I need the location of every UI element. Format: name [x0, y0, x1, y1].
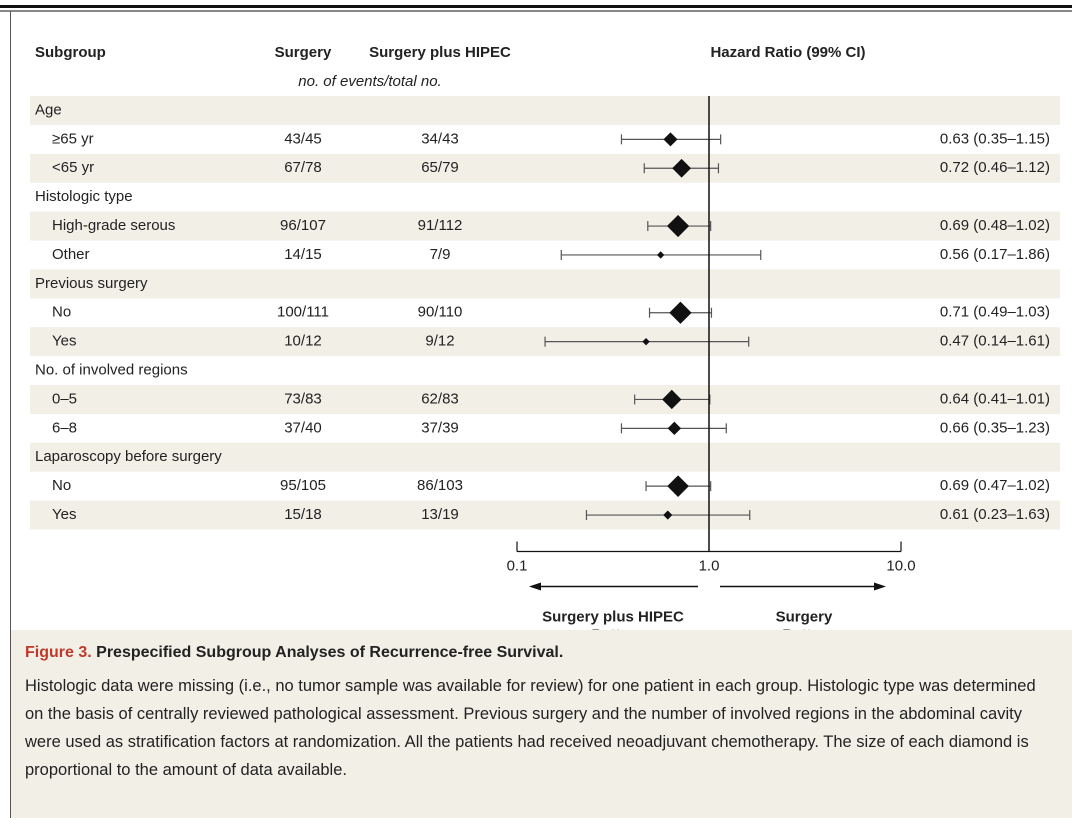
hr-diamond [642, 337, 650, 346]
hr-diamond [662, 389, 682, 410]
subgroup-label: Yes [52, 506, 76, 523]
surgery-count: 67/78 [284, 159, 322, 176]
caption-text: Histologic data were missing (i.e., no t… [25, 677, 1036, 779]
x-tick-label: 10.0 [886, 557, 915, 574]
subgroup-label: ≥65 yr [52, 130, 94, 147]
hr-label: 0.72 (0.46–1.12) [940, 159, 1050, 176]
x-tick-label: 1.0 [699, 557, 720, 574]
group-label: Histologic type [35, 188, 133, 205]
surgery-count: 43/45 [284, 130, 322, 147]
subgroup-label: 0–5 [52, 390, 77, 407]
hr-label: 0.69 (0.48–1.02) [940, 217, 1050, 234]
row-stripe [30, 385, 1060, 414]
x-tick-label: 0.1 [507, 557, 528, 574]
row-stripe [30, 500, 1060, 530]
hr-diamond [663, 132, 678, 147]
group-label: Laparoscopy before surgery [35, 448, 222, 465]
hr-diamond [667, 475, 689, 497]
hr-diamond [663, 510, 673, 520]
surgery-count: 10/12 [284, 333, 322, 350]
subgroup-label: 6–8 [52, 419, 77, 436]
hipec-count: 34/43 [421, 130, 459, 147]
hr-label: 0.56 (0.17–1.86) [940, 246, 1050, 263]
hr-diamond [656, 251, 665, 259]
row-stripe [30, 211, 1060, 241]
group-label: Previous surgery [35, 275, 148, 292]
header: Surgery plus HIPEC [369, 44, 511, 61]
subgroup-label: Other [52, 246, 90, 263]
row-stripe [30, 269, 1060, 299]
direction-label: Surgery plus HIPEC [542, 608, 684, 625]
surgery-count: 73/83 [284, 390, 322, 407]
hipec-count: 9/12 [425, 333, 454, 350]
subgroup-label: No [52, 477, 71, 494]
hr-diamond [669, 301, 692, 324]
direction-label: Surgery [776, 608, 833, 625]
figure-label: Figure 3. [25, 644, 92, 661]
hr-label: 0.66 (0.35–1.23) [940, 419, 1050, 436]
surgery-count: 37/40 [284, 419, 322, 436]
group-label: Age [35, 101, 62, 118]
hipec-count: 65/79 [421, 159, 459, 176]
top-rule [0, 5, 1072, 8]
hr-label: 0.63 (0.35–1.15) [940, 130, 1050, 147]
arrow-head [529, 582, 541, 591]
header: Subgroup [35, 44, 106, 61]
row-stripe [30, 153, 1060, 183]
hipec-count: 62/83 [421, 390, 459, 407]
surgery-count: 14/15 [284, 246, 322, 263]
header: Surgery [275, 44, 332, 61]
surgery-count: 95/105 [280, 477, 326, 494]
hipec-count: 91/112 [418, 217, 463, 234]
surgery-count: 100/111 [277, 304, 329, 321]
row-stripe [30, 96, 1060, 125]
hipec-count: 86/103 [417, 477, 463, 494]
caption: Figure 3. Prespecified Subgroup Analyses… [11, 630, 1072, 818]
arrow-head [874, 582, 886, 591]
hr-label: 0.69 (0.47–1.02) [940, 477, 1050, 494]
surgery-count: 96/107 [280, 217, 326, 234]
group-label: No. of involved regions [35, 362, 188, 379]
hipec-count: 13/19 [421, 506, 459, 523]
hr-label: 0.71 (0.49–1.03) [940, 304, 1050, 321]
caption-heading: Prespecified Subgroup Analyses of Recurr… [96, 644, 564, 661]
hipec-count: 90/110 [418, 304, 463, 321]
surgery-count: 15/18 [284, 506, 322, 523]
hr-diamond [666, 214, 690, 238]
hr-diamond [672, 158, 692, 178]
subgroup-label: <65 yr [52, 159, 94, 176]
subheader: no. of events/total no. [298, 73, 441, 90]
hr-label: 0.64 (0.41–1.01) [940, 390, 1050, 407]
hr-label: 0.47 (0.14–1.61) [940, 333, 1050, 350]
subgroup-label: No [52, 304, 71, 321]
subgroup-label: High-grade serous [52, 217, 175, 234]
header: Hazard Ratio (99% CI) [710, 44, 865, 61]
hipec-count: 7/9 [430, 246, 451, 263]
row-stripe [30, 442, 1060, 472]
hr-label: 0.61 (0.23–1.63) [940, 506, 1050, 523]
caption-title: Figure 3. Prespecified Subgroup Analyses… [25, 644, 1042, 662]
subgroup-label: Yes [52, 333, 76, 350]
hr-diamond [667, 421, 682, 436]
hipec-count: 37/39 [421, 419, 459, 436]
